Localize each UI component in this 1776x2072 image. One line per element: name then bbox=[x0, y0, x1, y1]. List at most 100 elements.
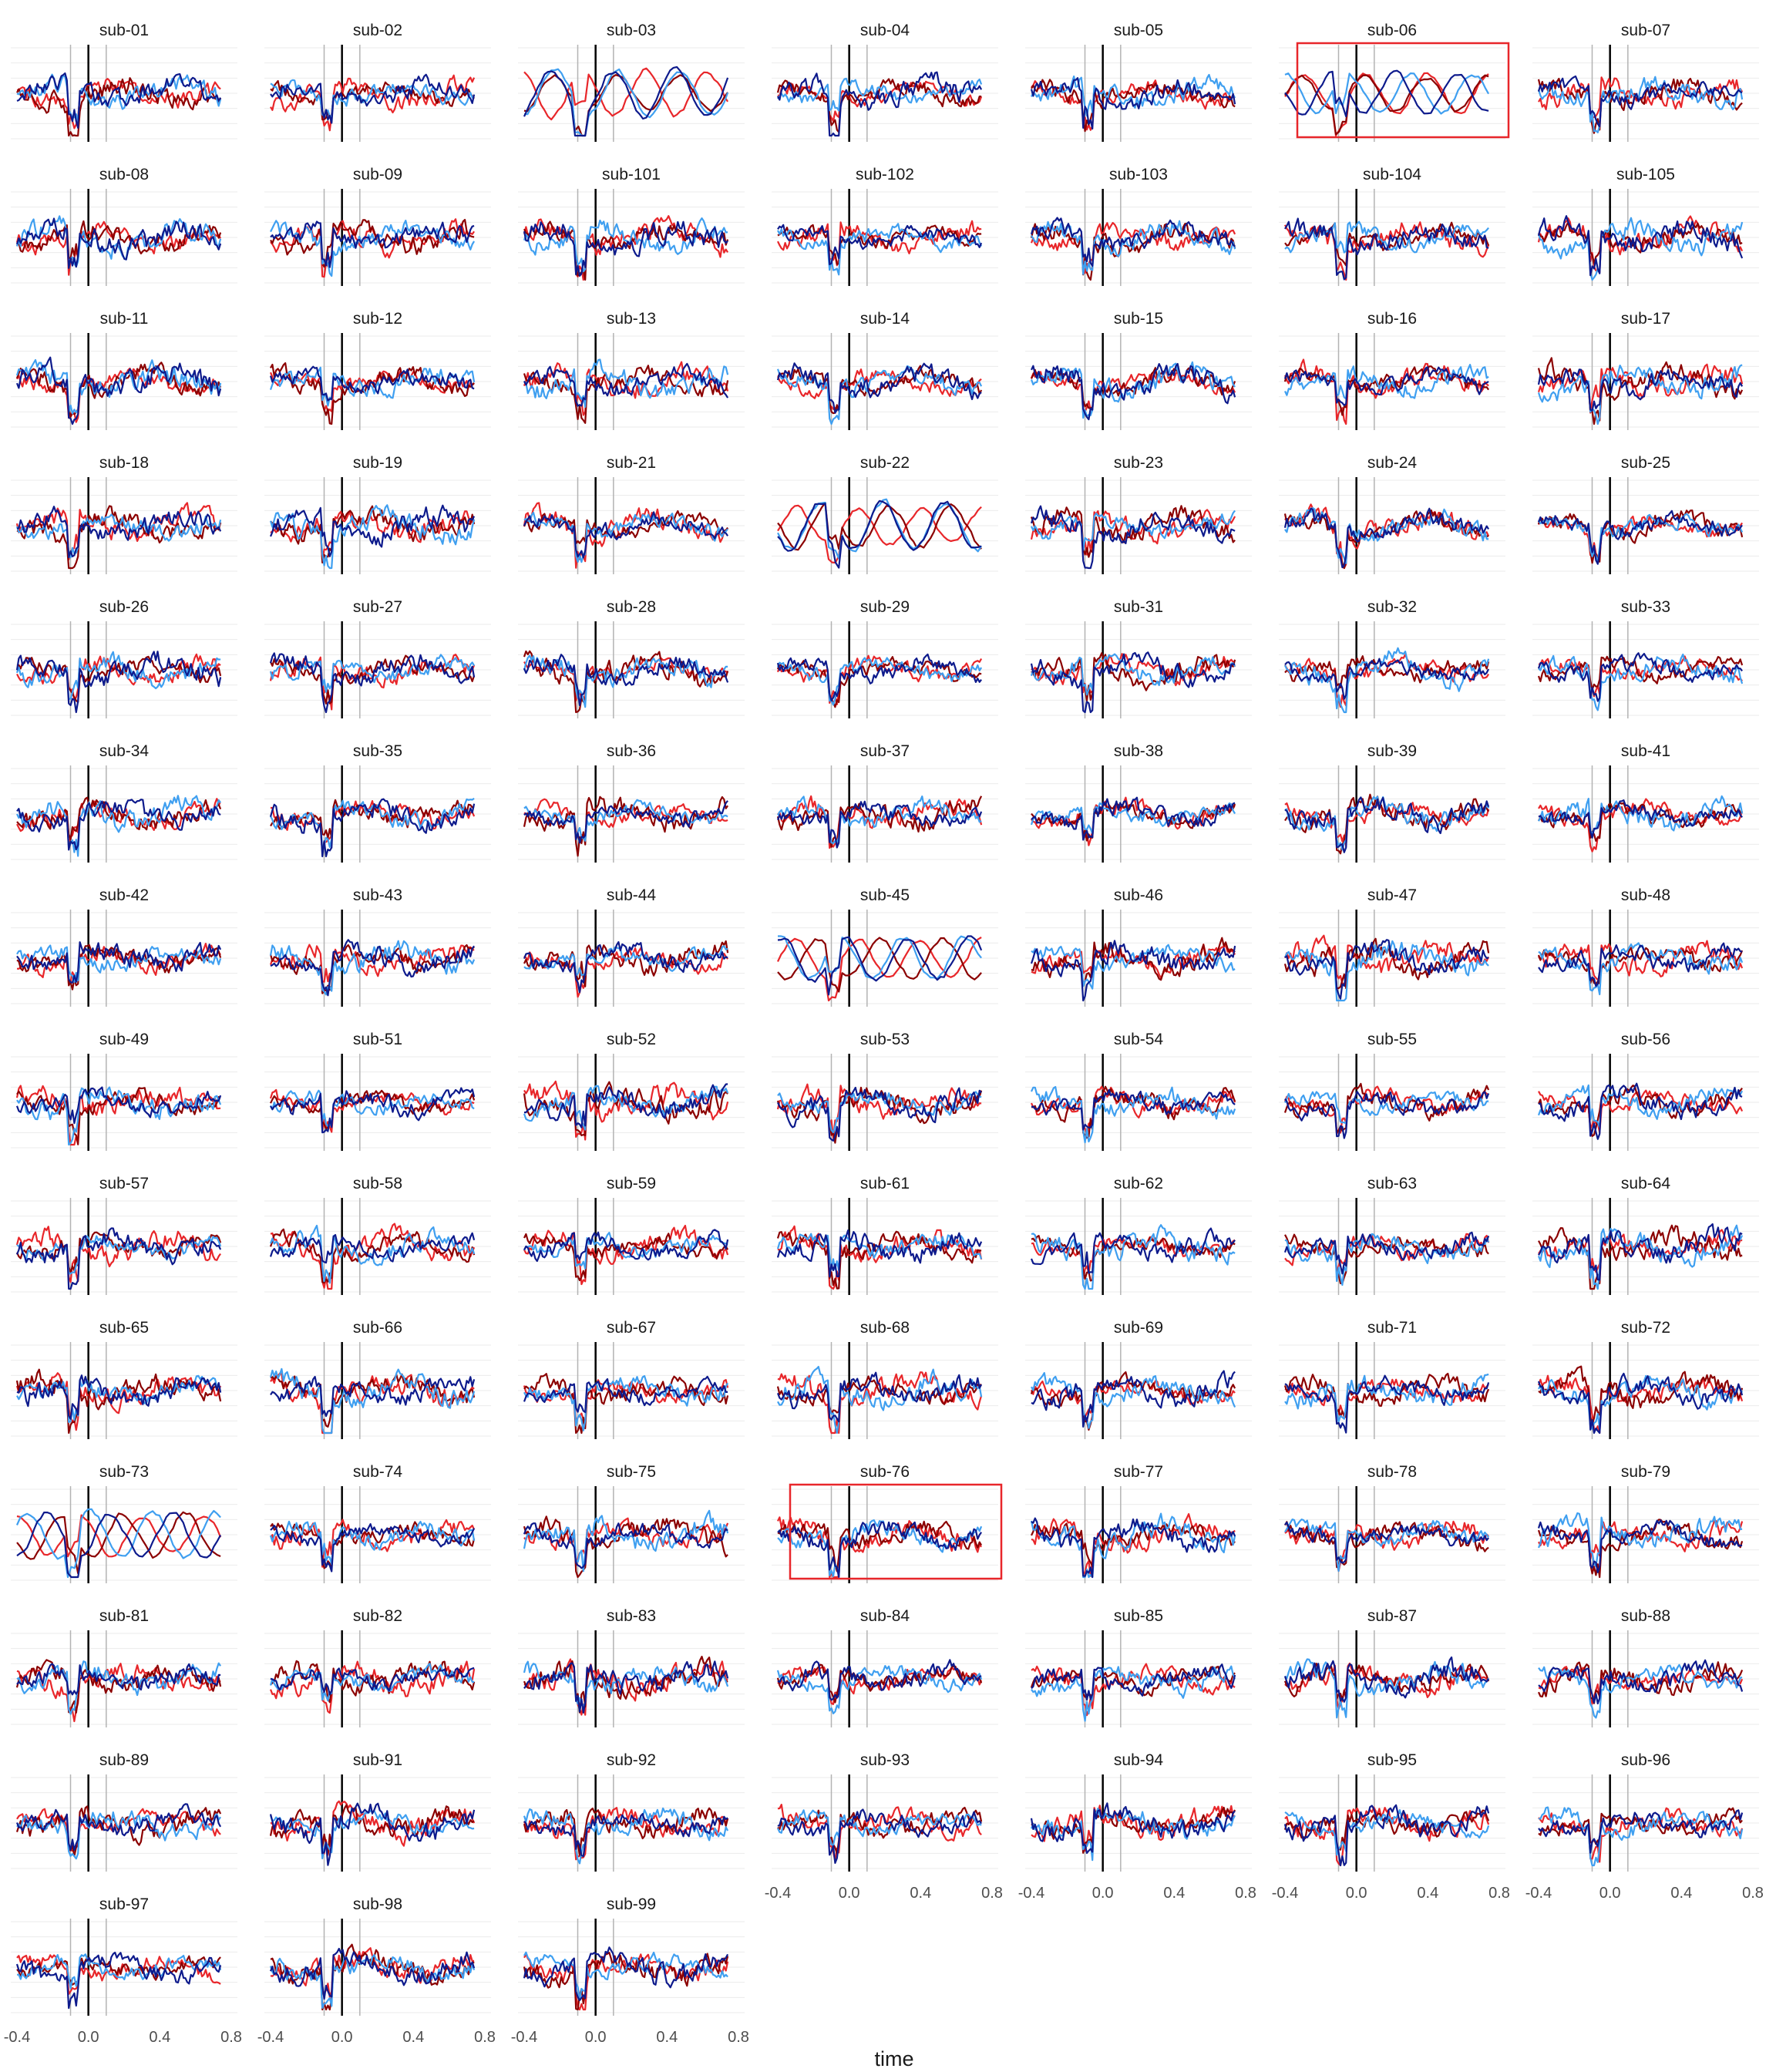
x-tick-label: 0.8 bbox=[1488, 1885, 1510, 1902]
facet-panel-sub-75: sub-75 bbox=[518, 1463, 745, 1583]
series-line-4 bbox=[269, 365, 475, 402]
series-line-2 bbox=[776, 1375, 982, 1415]
series-line-3 bbox=[1030, 802, 1236, 835]
series-line-3 bbox=[523, 1231, 728, 1270]
series-line-4 bbox=[1030, 1802, 1236, 1855]
x-tick-label: 0.8 bbox=[981, 1885, 1003, 1902]
series-line-4 bbox=[1284, 658, 1490, 700]
facet-label: sub-91 bbox=[353, 1751, 402, 1769]
facet-panel-sub-34: sub-34 bbox=[11, 742, 237, 863]
series-line-1 bbox=[269, 944, 475, 983]
facet-panel-sub-16: sub-16 bbox=[1279, 310, 1505, 430]
facet-label: sub-03 bbox=[607, 22, 656, 39]
facet-panel-sub-43: sub-43 bbox=[264, 886, 491, 1007]
x-tick-label: 0.4 bbox=[1670, 1885, 1692, 1902]
facet-panel-sub-103: sub-103 bbox=[1025, 166, 1252, 286]
series-line-4 bbox=[1284, 939, 1489, 1000]
series-line-3 bbox=[1537, 76, 1744, 133]
facet-label: sub-26 bbox=[99, 598, 149, 616]
facet-panel-sub-59: sub-59 bbox=[518, 1175, 745, 1295]
facet-panel-sub-45: sub-45 bbox=[772, 886, 998, 1007]
facet-label: sub-61 bbox=[860, 1175, 910, 1192]
facet-label: sub-99 bbox=[607, 1895, 656, 1913]
x-tick-label: 0.8 bbox=[474, 2029, 496, 2046]
facet-label: sub-18 bbox=[99, 454, 149, 472]
series-line-1 bbox=[523, 1953, 729, 2011]
facet-panel-sub-93: sub-93 bbox=[772, 1751, 998, 1872]
series-line-4 bbox=[523, 940, 728, 994]
x-tick-label: 0.0 bbox=[331, 2029, 353, 2046]
series-line-4 bbox=[270, 1667, 475, 1696]
x-axis-column-5: -0.4 0.0 0.4 0.8 bbox=[1018, 1885, 1256, 1902]
facet-panel-sub-05: sub-05 bbox=[1025, 22, 1252, 142]
series-line-4 bbox=[777, 1521, 983, 1579]
series-line-3 bbox=[15, 215, 222, 268]
facet-panel-sub-06: sub-06 bbox=[1279, 22, 1510, 142]
facet-label: sub-09 bbox=[353, 166, 402, 183]
facet-panel-sub-53: sub-53 bbox=[772, 1031, 998, 1151]
facet-panel-sub-03: sub-03 bbox=[518, 22, 745, 142]
facet-panel-sub-71: sub-71 bbox=[1279, 1319, 1505, 1439]
facet-label: sub-37 bbox=[860, 742, 910, 760]
series-line-4 bbox=[1030, 651, 1236, 714]
series-line-3 bbox=[1031, 944, 1236, 990]
series-line-3 bbox=[777, 223, 983, 276]
series-line-3 bbox=[523, 945, 728, 977]
series-line-4 bbox=[269, 798, 476, 858]
series-line-3 bbox=[777, 795, 982, 845]
series-line-4 bbox=[523, 220, 728, 277]
facet-panel-sub-88: sub-88 bbox=[1532, 1607, 1759, 1727]
facet-label: sub-44 bbox=[607, 886, 657, 904]
facet-label: sub-105 bbox=[1616, 166, 1675, 183]
series-line-3 bbox=[16, 1235, 222, 1275]
facet-panel-sub-15: sub-15 bbox=[1025, 310, 1252, 430]
facet-label: sub-25 bbox=[1621, 454, 1670, 472]
series-line-2 bbox=[1284, 74, 1489, 136]
series-line-1 bbox=[777, 937, 982, 1002]
facet-label: sub-06 bbox=[1367, 22, 1417, 39]
facet-label: sub-45 bbox=[860, 886, 910, 904]
facet-label: sub-56 bbox=[1621, 1031, 1670, 1048]
series-line-4 bbox=[524, 1083, 728, 1128]
facet-panels: sub-01 sub-02 sub-03 sub-04 sub-05 sub-06 sub-… bbox=[11, 22, 1759, 2016]
facet-label: sub-38 bbox=[1114, 742, 1163, 760]
series-line-4 bbox=[270, 1375, 476, 1418]
series-line-4 bbox=[1537, 1372, 1744, 1435]
facet-label: sub-42 bbox=[99, 886, 149, 904]
series-line-4 bbox=[523, 1522, 728, 1569]
series-line-3 bbox=[1284, 647, 1490, 714]
series-line-2 bbox=[270, 1660, 476, 1704]
facet-panel-sub-94: sub-94 bbox=[1025, 1751, 1252, 1872]
x-tick-label: -0.4 bbox=[511, 2029, 537, 2046]
series-line-1 bbox=[270, 510, 475, 563]
facet-panel-sub-79: sub-79 bbox=[1532, 1463, 1759, 1583]
x-tick-label: 0.0 bbox=[1599, 1885, 1621, 1902]
facet-label: sub-97 bbox=[99, 1895, 149, 1913]
series-line-4 bbox=[523, 362, 729, 407]
facet-label: sub-104 bbox=[1363, 166, 1421, 183]
series-line-2 bbox=[1537, 947, 1744, 985]
x-tick-label: -0.4 bbox=[257, 2029, 284, 2046]
facet-label: sub-58 bbox=[353, 1175, 402, 1192]
facet-panel-sub-49: sub-49 bbox=[11, 1031, 237, 1151]
series-line-4 bbox=[523, 1813, 728, 1858]
series-line-1 bbox=[1031, 79, 1236, 131]
series-line-2 bbox=[1031, 652, 1236, 701]
series-line-3 bbox=[16, 1953, 222, 1990]
series-line-4 bbox=[777, 1808, 982, 1864]
series-line-4 bbox=[523, 1660, 729, 1714]
x-tick-label: -0.4 bbox=[4, 2029, 30, 2046]
facet-panel-sub-87: sub-87 bbox=[1279, 1607, 1505, 1727]
x-tick-label: 0.4 bbox=[1417, 1885, 1438, 1902]
series-line-4 bbox=[777, 1086, 982, 1142]
series-line-4 bbox=[1284, 1091, 1490, 1139]
series-line-4 bbox=[15, 651, 222, 714]
series-line-4 bbox=[1538, 1659, 1744, 1705]
series-line-4 bbox=[1283, 507, 1490, 569]
facet-label: sub-01 bbox=[99, 22, 149, 39]
series-line-3 bbox=[1537, 1084, 1744, 1128]
facet-panel-sub-89: sub-89 bbox=[11, 1751, 237, 1872]
facet-panel-sub-66: sub-66 bbox=[264, 1319, 491, 1439]
facet-panel-sub-57: sub-57 bbox=[11, 1175, 237, 1295]
